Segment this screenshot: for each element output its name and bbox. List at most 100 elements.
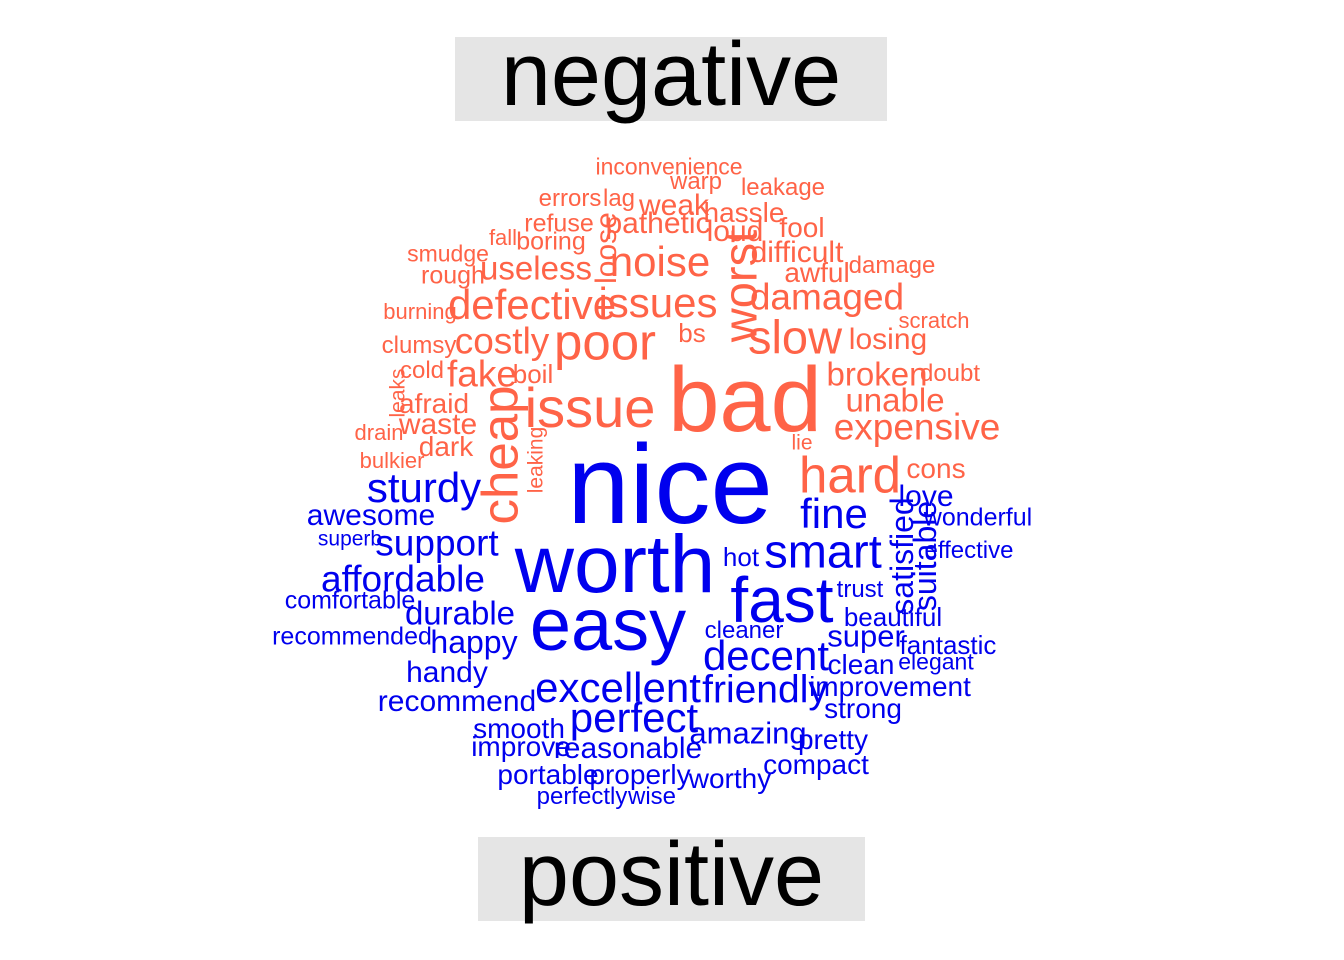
word-fast: fast (730, 564, 834, 636)
word-expensive: expensive (833, 406, 1001, 448)
word-nice: nice (567, 422, 773, 547)
word-smart: smart (764, 524, 882, 578)
word-refuse: refuse (524, 209, 594, 238)
word-fall: fall (488, 225, 518, 250)
word-boil: boil (512, 359, 554, 389)
word-easy: easy (529, 583, 687, 666)
word-effective: effective (924, 537, 1014, 564)
word-afraid: afraid (398, 388, 470, 419)
word-warp: warp (669, 168, 723, 195)
word-support: support (375, 522, 499, 564)
word-hassle: hassle (703, 197, 785, 228)
word-leaking: leaking (524, 426, 548, 494)
word-hard: hard (798, 446, 902, 504)
word-dark: dark (418, 431, 474, 462)
word-comfortable: comfortable (284, 586, 416, 615)
word-superb: superb (317, 527, 383, 551)
word-leaks: leaks (386, 368, 410, 418)
word-worthy: worthy (688, 763, 772, 794)
word-awful: awful (784, 257, 850, 288)
word-errors: errors (538, 185, 602, 212)
word-poor: poor (553, 313, 657, 371)
word-trust: trust (836, 576, 884, 603)
word-broken: broken (826, 355, 928, 393)
word-excellent: excellent (535, 664, 701, 711)
word-loose: loose (590, 212, 623, 284)
word-bs: bs (678, 318, 706, 348)
group-label-positive: positive (478, 830, 865, 921)
word-slow: slow (747, 310, 843, 364)
word-inconvenience: inconvenience (595, 153, 743, 180)
word-fantastic: fantastic (899, 630, 997, 660)
word-decent: decent (702, 632, 830, 679)
word-smooth: smooth (473, 713, 565, 744)
word-lie: lie (791, 431, 813, 455)
word-sturdy: sturdy (366, 464, 482, 511)
word-perfectly: perfectly (536, 783, 628, 810)
word-cold: cold (399, 357, 445, 384)
word-difficult: difficult (750, 236, 844, 269)
word-compact: compact (763, 749, 869, 780)
word-bad: bad (668, 349, 822, 451)
word-awesome: awesome (306, 499, 436, 532)
word-fine: fine (800, 490, 868, 537)
word-improve: improve (471, 731, 571, 762)
word-clean: clean (827, 649, 895, 680)
word-durable: durable (404, 594, 516, 632)
word-recommend: recommend (377, 685, 537, 718)
word-recommended: recommended (272, 622, 432, 651)
group-label-positive-text: positive (518, 825, 825, 925)
word-super: super (827, 618, 905, 654)
word-bulkier: bulkier (359, 448, 425, 473)
word-elegant: elegant (898, 648, 974, 675)
word-cheap: cheap (471, 385, 529, 525)
word-doubt: doubt (919, 360, 981, 387)
word-strong: strong (824, 693, 902, 724)
word-love: love (898, 480, 954, 513)
group-label-negative-text: negative (500, 25, 842, 125)
word-worth: worth (514, 519, 716, 610)
word-smudge: smudge (407, 240, 489, 267)
word-reasonable: reasonable (553, 732, 703, 765)
word-costly: costly (454, 320, 550, 362)
word-unable: unable (845, 381, 945, 419)
word-scratch: scratch (898, 308, 970, 333)
word-boring: boring (516, 227, 586, 256)
word-affordable: affordable (321, 558, 485, 600)
word-amazing: amazing (689, 715, 807, 751)
word-weak: weak (638, 189, 710, 222)
word-cleaner: cleaner (704, 617, 784, 644)
group-label-negative: negative (455, 30, 887, 121)
word-lag: lag (602, 185, 636, 212)
word-losing: losing (848, 323, 928, 356)
word-clumsy: clumsy (381, 332, 457, 359)
word-pathetic: pathetic (605, 207, 711, 240)
word-perfect: perfect (569, 694, 699, 741)
word-portable: portable (497, 759, 599, 790)
word-pretty: pretty (797, 724, 869, 755)
word-handy: handy (406, 656, 488, 689)
word-leakage: leakage (740, 174, 826, 201)
word-drain: drain (354, 420, 404, 445)
word-wise: wise (627, 783, 677, 810)
word-hot: hot (722, 542, 760, 572)
word-loud: loud (706, 215, 764, 248)
word-improvement: improvement (809, 671, 971, 702)
word-wonderful: wonderful (923, 503, 1033, 532)
word-fake: fake (447, 353, 517, 395)
word-waste: waste (398, 408, 478, 441)
word-fool: fool (779, 212, 825, 243)
word-friendly: friendly (702, 668, 828, 712)
word-rough: rough (421, 261, 485, 290)
word-beautiful: beautiful (843, 602, 943, 632)
word-damage: damage (848, 252, 936, 279)
word-issues: issues (598, 279, 718, 326)
word-properly: properly (589, 759, 691, 790)
word-happy: happy (430, 624, 518, 660)
word-damaged: damaged (749, 276, 905, 318)
word-noise: noise (609, 238, 711, 285)
word-cons: cons (906, 453, 966, 484)
word-useless: useless (480, 249, 592, 287)
word-issue: issue (524, 376, 656, 439)
